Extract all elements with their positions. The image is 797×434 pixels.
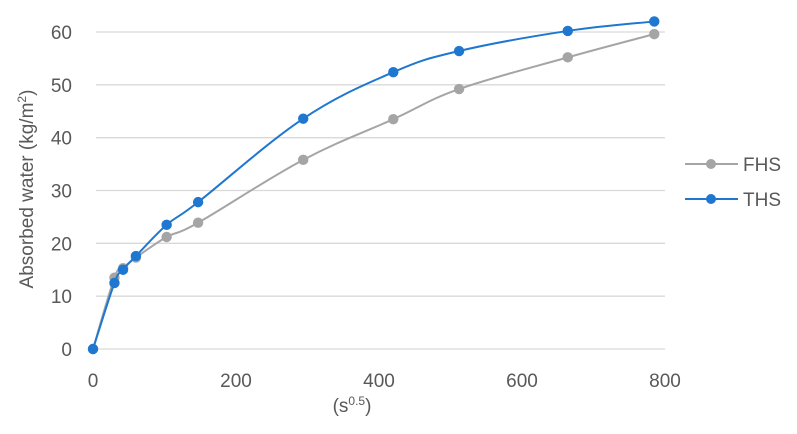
x-tick-label: 200 <box>220 371 252 392</box>
data-point-marker <box>649 28 660 40</box>
data-point-marker <box>649 16 660 27</box>
y-axis-ticks: 0 10 20 30 40 50 60 <box>51 23 72 361</box>
y-tick-label: 30 <box>51 182 72 203</box>
data-point-marker <box>161 231 172 243</box>
y-tick-label: 10 <box>51 287 72 308</box>
data-point-marker <box>388 66 399 78</box>
data-point-marker <box>117 264 129 275</box>
data-point-marker <box>562 25 573 37</box>
data-point-marker <box>298 154 309 166</box>
data-point-marker <box>192 217 204 228</box>
x-tick-label: 600 <box>506 371 538 392</box>
legend-marker-icon <box>706 159 716 169</box>
y-axis-title: Absorbed water (kg/m2) <box>15 90 38 289</box>
x-axis-ticks: 0 200 400 600 800 <box>88 371 681 392</box>
y-tick-label: 40 <box>51 129 72 150</box>
x-tick-label: 800 <box>649 371 681 392</box>
legend: FHS THS <box>685 155 781 211</box>
data-point-marker <box>161 219 172 231</box>
data-point-marker <box>453 83 465 95</box>
gridlines <box>96 31 665 350</box>
legend-label: FHS <box>743 155 781 176</box>
x-axis-title: (s0.5) <box>333 394 372 417</box>
data-point-marker <box>298 113 309 124</box>
data-point-marker <box>192 196 204 208</box>
series-fhs <box>87 28 660 355</box>
data-point-marker <box>109 277 120 289</box>
data-point-marker <box>388 113 399 125</box>
series <box>87 16 660 355</box>
x-tick-label: 0 <box>88 371 99 392</box>
data-point-marker <box>562 52 573 63</box>
data-point-marker <box>453 45 465 57</box>
y-tick-label: 20 <box>51 234 72 255</box>
x-tick-label: 400 <box>363 371 395 392</box>
legend-label: THS <box>743 190 781 211</box>
series-line <box>92 20 655 350</box>
legend-item-fhs: FHS <box>685 155 781 176</box>
y-tick-label: 50 <box>51 76 72 97</box>
y-tick-label: 0 <box>61 340 72 361</box>
legend-marker-icon <box>706 194 716 204</box>
y-tick-label: 60 <box>51 23 72 44</box>
series-ths <box>87 16 660 355</box>
data-point-marker <box>130 250 142 262</box>
data-point-marker <box>87 343 99 355</box>
legend-item-ths: THS <box>685 190 781 211</box>
